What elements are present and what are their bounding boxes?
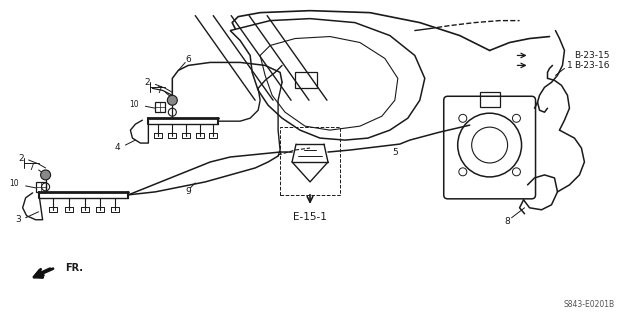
Text: 4: 4: [115, 143, 120, 152]
Text: 1: 1: [566, 61, 572, 70]
Text: 8: 8: [505, 217, 511, 226]
Text: 7: 7: [157, 86, 163, 95]
Circle shape: [40, 170, 51, 180]
Text: 2: 2: [18, 153, 24, 162]
Text: 10: 10: [9, 179, 19, 189]
Text: 9: 9: [186, 187, 191, 197]
Text: 5: 5: [392, 147, 397, 157]
Text: 3: 3: [15, 215, 20, 224]
Circle shape: [167, 95, 177, 105]
Text: S843-E0201B: S843-E0201B: [563, 300, 614, 309]
Text: B-23-15: B-23-15: [575, 51, 610, 60]
Text: FR.: FR.: [65, 263, 84, 272]
Text: E-15-1: E-15-1: [293, 212, 327, 222]
Text: 10: 10: [129, 100, 138, 109]
Text: 6: 6: [186, 55, 191, 64]
Text: 7: 7: [28, 163, 34, 173]
Text: B-23-16: B-23-16: [575, 61, 610, 70]
Text: 2: 2: [145, 78, 150, 87]
